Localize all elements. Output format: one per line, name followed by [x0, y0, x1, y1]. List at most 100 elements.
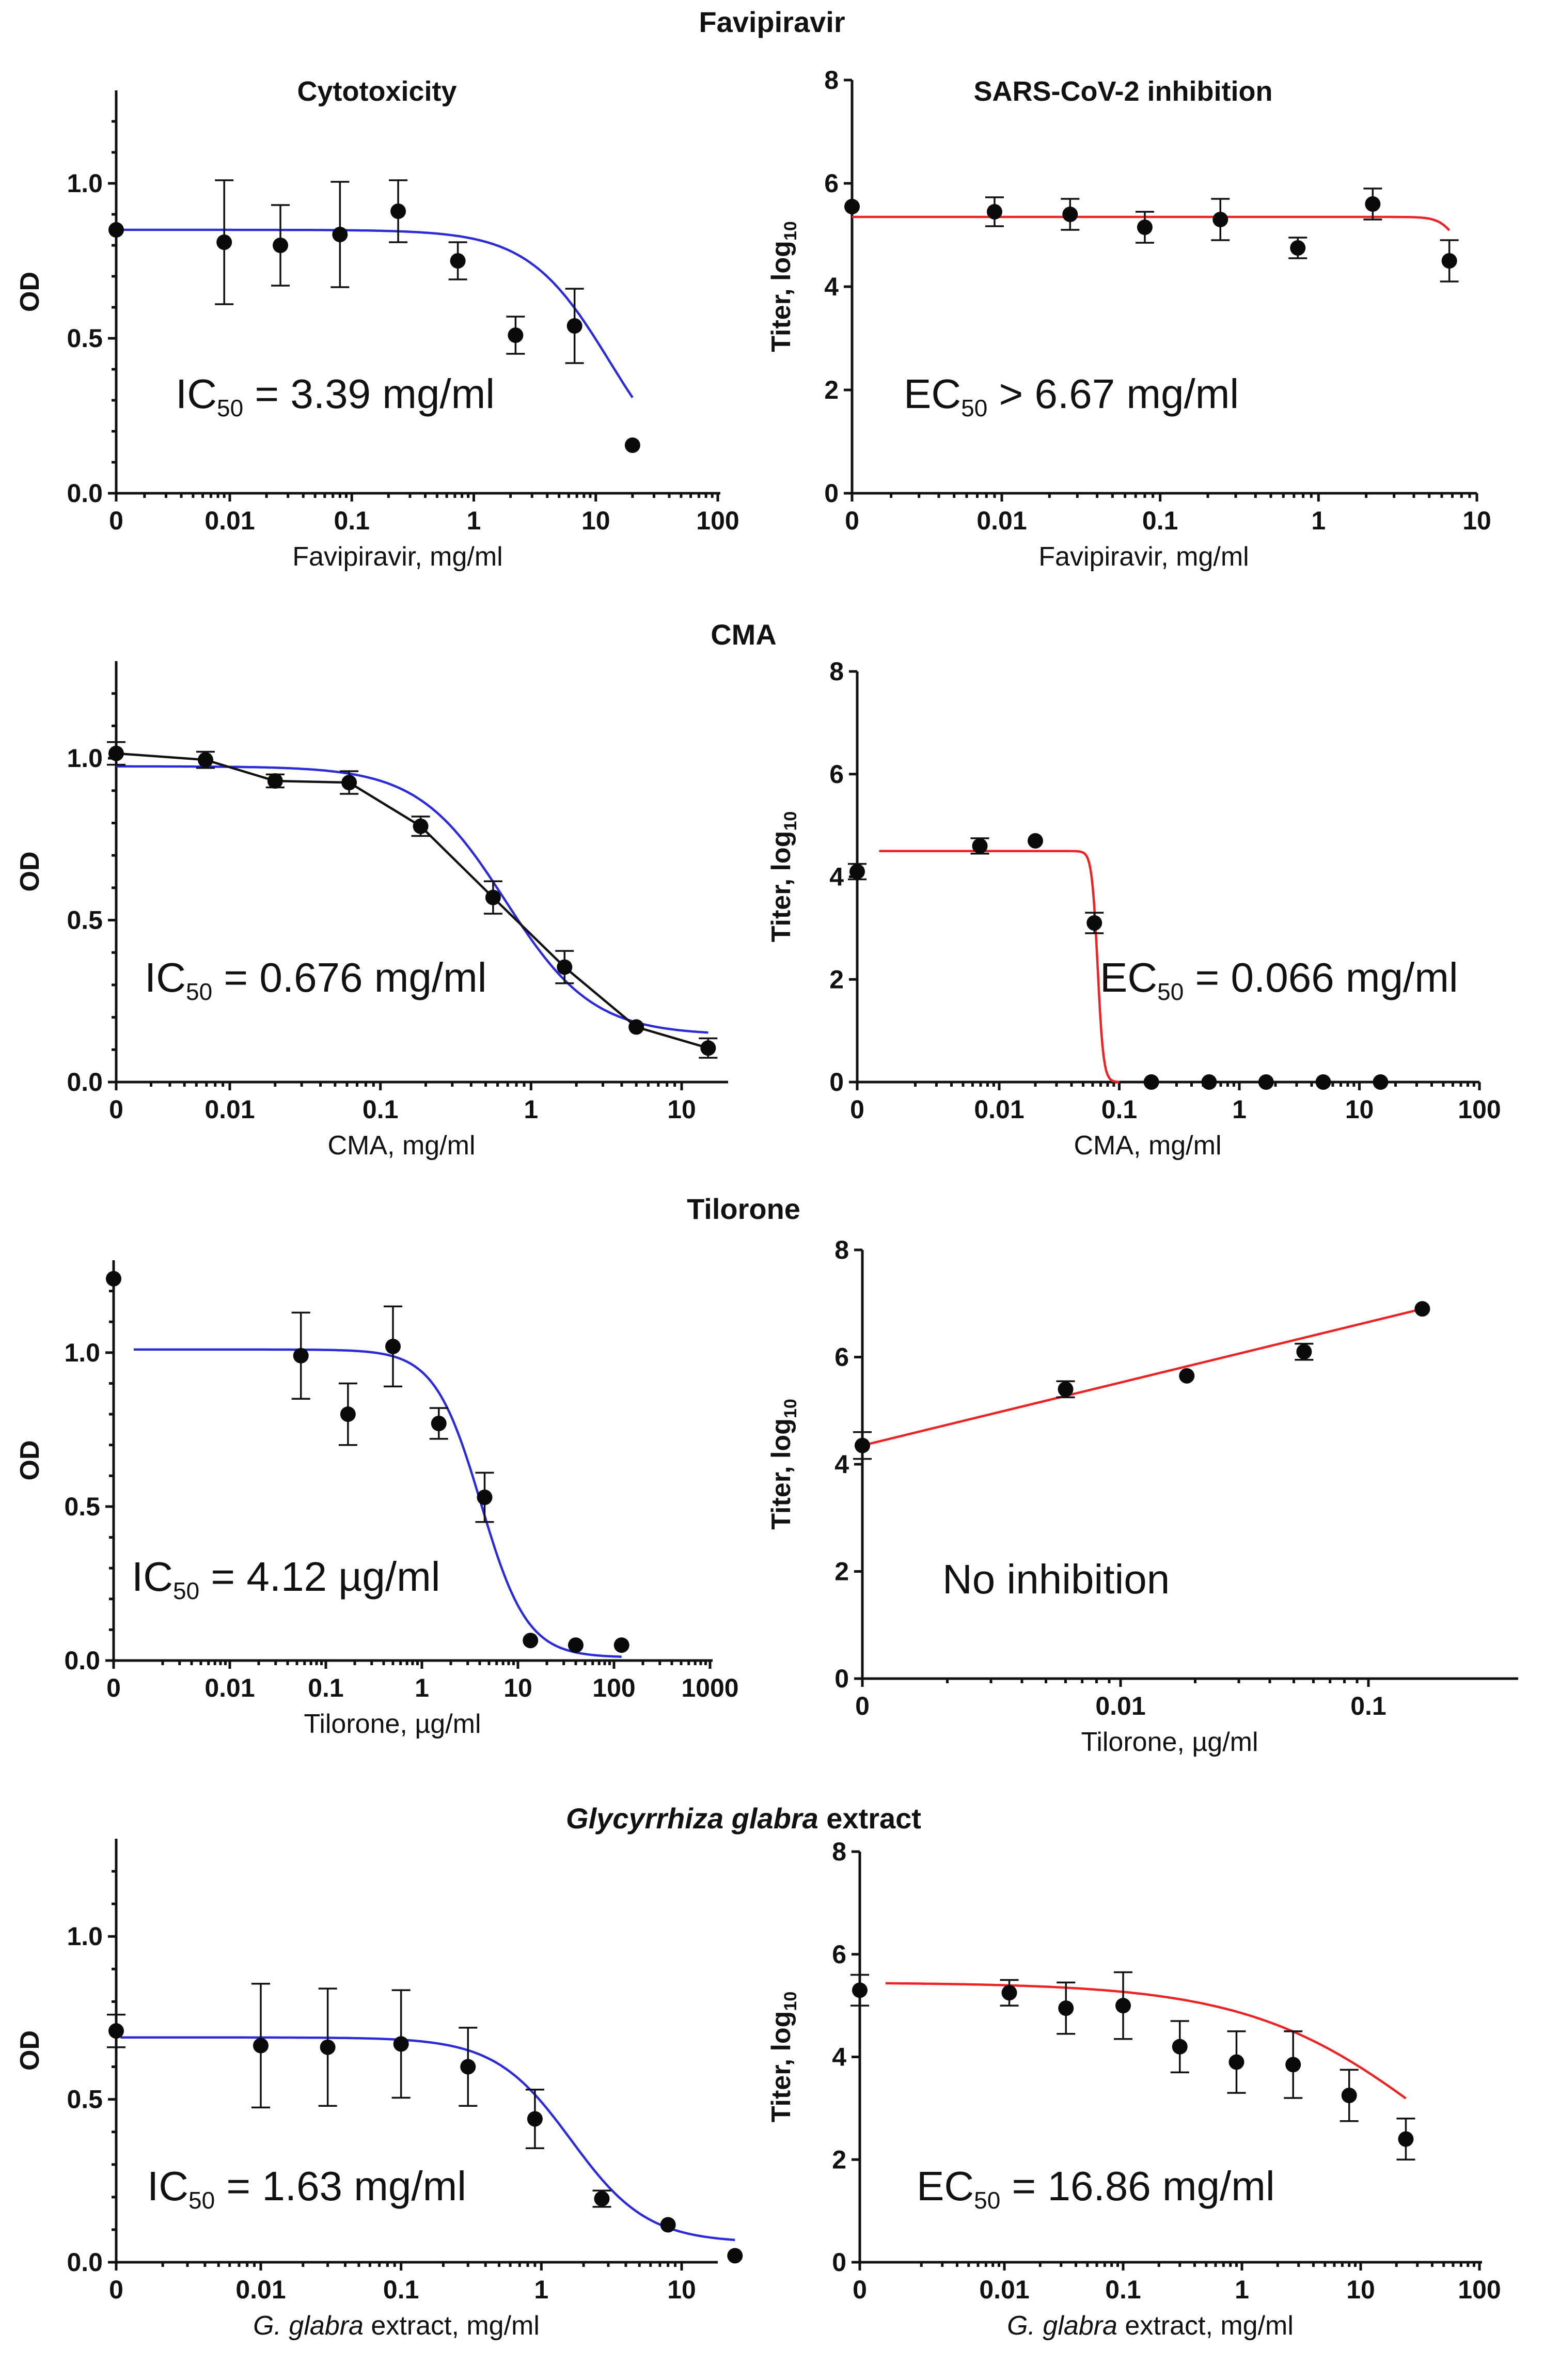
y-axis-label-text: OD	[15, 272, 45, 312]
x-tick-label: 1000	[681, 1673, 738, 1702]
fit-curve	[134, 1348, 622, 1658]
data-point	[390, 203, 406, 219]
y-tick-label: 0	[834, 1664, 849, 1693]
x-axis-label: CMA, mg/ml	[328, 1131, 476, 1161]
annotation-suffix: > 6.67 mg/ml	[987, 371, 1239, 417]
y-axis-label-text: Titer, log	[766, 1418, 796, 1530]
annotation-subscript: 50	[1157, 978, 1184, 1005]
data-point	[477, 1490, 493, 1506]
y-tick-label: 8	[829, 657, 844, 686]
annotation-prefix: IC	[176, 371, 217, 417]
x-tick-label: 1	[1232, 1095, 1247, 1124]
x-tick-label: 0.01	[204, 506, 255, 535]
y-axis-label-text: Titer, log	[766, 2011, 796, 2123]
x-tick-label: 0	[109, 506, 123, 535]
data-point	[1365, 196, 1381, 212]
chart-glabra-cytotoxicity: 0.0 0.5 1.0 0 0.01 0.1 1 10 G. glabra extract, m…	[15, 1839, 743, 2341]
x-tick-label: 0	[845, 506, 859, 535]
x-tick-label: 0	[109, 1095, 123, 1124]
data-point	[1137, 220, 1153, 235]
x-tick-label: 10	[503, 1673, 532, 1702]
y-axis-label: OD	[15, 1440, 45, 1481]
y-axis-label-sub: 10	[781, 221, 800, 241]
x-tick-label: 0.01	[979, 2275, 1029, 2304]
data-point	[527, 2111, 543, 2127]
data-point	[613, 1637, 629, 1653]
y-axis-label: OD	[15, 272, 45, 312]
x-tick-label: 10	[1345, 1095, 1374, 1124]
annotation-prefix: EC	[904, 371, 961, 417]
x-tick-label: 0.1	[1101, 1095, 1138, 1124]
data-point	[1062, 207, 1078, 222]
data-point	[700, 1040, 716, 1056]
x-tick-label: 10	[667, 2275, 696, 2304]
data-point	[1414, 1301, 1430, 1317]
annotation-subscript: 50	[974, 2187, 1000, 2214]
y-axis-label-sub: 10	[781, 1399, 800, 1418]
x-tick-label: 1	[534, 2275, 548, 2304]
x-tick-label: 0	[109, 2275, 123, 2304]
data-point	[1398, 2131, 1414, 2147]
x-axis-label: Favipiravir, mg/ml	[1038, 542, 1249, 572]
data-point	[1341, 2088, 1357, 2104]
y-tick-label: 6	[824, 169, 839, 198]
x-tick-label: 1	[467, 506, 481, 535]
data-point	[624, 437, 640, 453]
x-tick-label: 0	[106, 1673, 121, 1702]
panel-title: SARS-CoV-2 inhibition	[974, 76, 1273, 107]
annotation-text: No inhibition	[942, 1556, 1170, 1602]
data-point	[393, 2036, 409, 2052]
data-point	[340, 1406, 356, 1422]
y-tick-label: 0	[829, 1068, 844, 1097]
chart-favipiravir-cytotoxicity: 0.0 0.5 1.0 0 0.01 0.1 1 10 100 Favipiravir, mg/m…	[15, 76, 739, 572]
data-point	[1058, 1381, 1074, 1397]
section-title-glabra-italic: Glycyrrhiza glabra	[566, 1802, 818, 1835]
y-tick-label: 1.0	[64, 1338, 100, 1367]
data-point	[523, 1633, 539, 1649]
data-point	[332, 227, 348, 242]
data-point	[566, 318, 582, 334]
y-tick-label: 8	[832, 1837, 846, 1866]
x-tick-label: 0	[850, 1095, 864, 1124]
data-point	[660, 2217, 676, 2233]
x-tick-label: 10	[581, 506, 610, 535]
x-axis-label: CMA, mg/ml	[1074, 1131, 1222, 1161]
data-point	[385, 1338, 401, 1354]
x-tick-label: 10	[667, 1095, 696, 1124]
section-title-favipiravir: Favipiravir	[699, 6, 845, 38]
x-axis-label-italic: G. glabra	[1007, 2311, 1117, 2341]
x-tick-label: 0	[855, 1692, 870, 1720]
data-point	[1258, 1074, 1274, 1090]
fit-curve	[120, 2036, 735, 2242]
annotation-suffix: = 16.86 mg/ml	[1000, 2163, 1274, 2209]
x-axis-label: G. glabra extract, mg/ml	[253, 2311, 540, 2341]
x-axis-label: Tilorone, µg/ml	[1081, 1727, 1258, 1757]
data-point	[1441, 253, 1457, 269]
chart-tilorone-cytotoxicity: 0.0 0.5 1.0 0 0.01 0.1 1 10 100 1000 Tilorone, µg/…	[15, 1260, 739, 1739]
y-axis-label-sub: 10	[781, 1992, 800, 2011]
x-tick-label: 0.1	[334, 506, 370, 535]
data-point	[1212, 212, 1228, 227]
y-tick-label: 1.0	[67, 1922, 103, 1951]
y-axis-label-text: OD	[15, 852, 45, 892]
annotation-subscript: 50	[217, 395, 243, 421]
y-tick-label: 0.0	[64, 1646, 100, 1675]
data-point	[1086, 915, 1102, 931]
chart-glabra-inhibition: 0 2 4 6 8 0 0.01 0.1 1 10 100 G. glabra extract, mg…	[766, 1837, 1501, 2341]
y-tick-label: 1.0	[67, 744, 103, 773]
data-point	[293, 1348, 309, 1364]
chart-cma-cytotoxicity: 0.0 0.5 1.0 0 0.01 0.1 1 10 CMA, mg/ml OD IC50 = 0…	[15, 661, 728, 1161]
data-point	[1285, 2057, 1301, 2073]
annotation-subscript: 50	[173, 1577, 199, 1604]
data-point	[508, 327, 524, 343]
section-title-cma: CMA	[711, 618, 777, 651]
x-tick-label: 100	[1458, 1095, 1501, 1124]
data-point	[413, 818, 429, 834]
y-tick-label: 0.5	[67, 906, 103, 935]
data-point	[1001, 1985, 1017, 2001]
x-axis-label-text: Tilorone, µg/ml	[1081, 1727, 1258, 1757]
x-tick-label: 0.01	[235, 2275, 286, 2304]
x-axis-label-italic: G. glabra	[253, 2311, 364, 2341]
data-point	[844, 199, 860, 214]
